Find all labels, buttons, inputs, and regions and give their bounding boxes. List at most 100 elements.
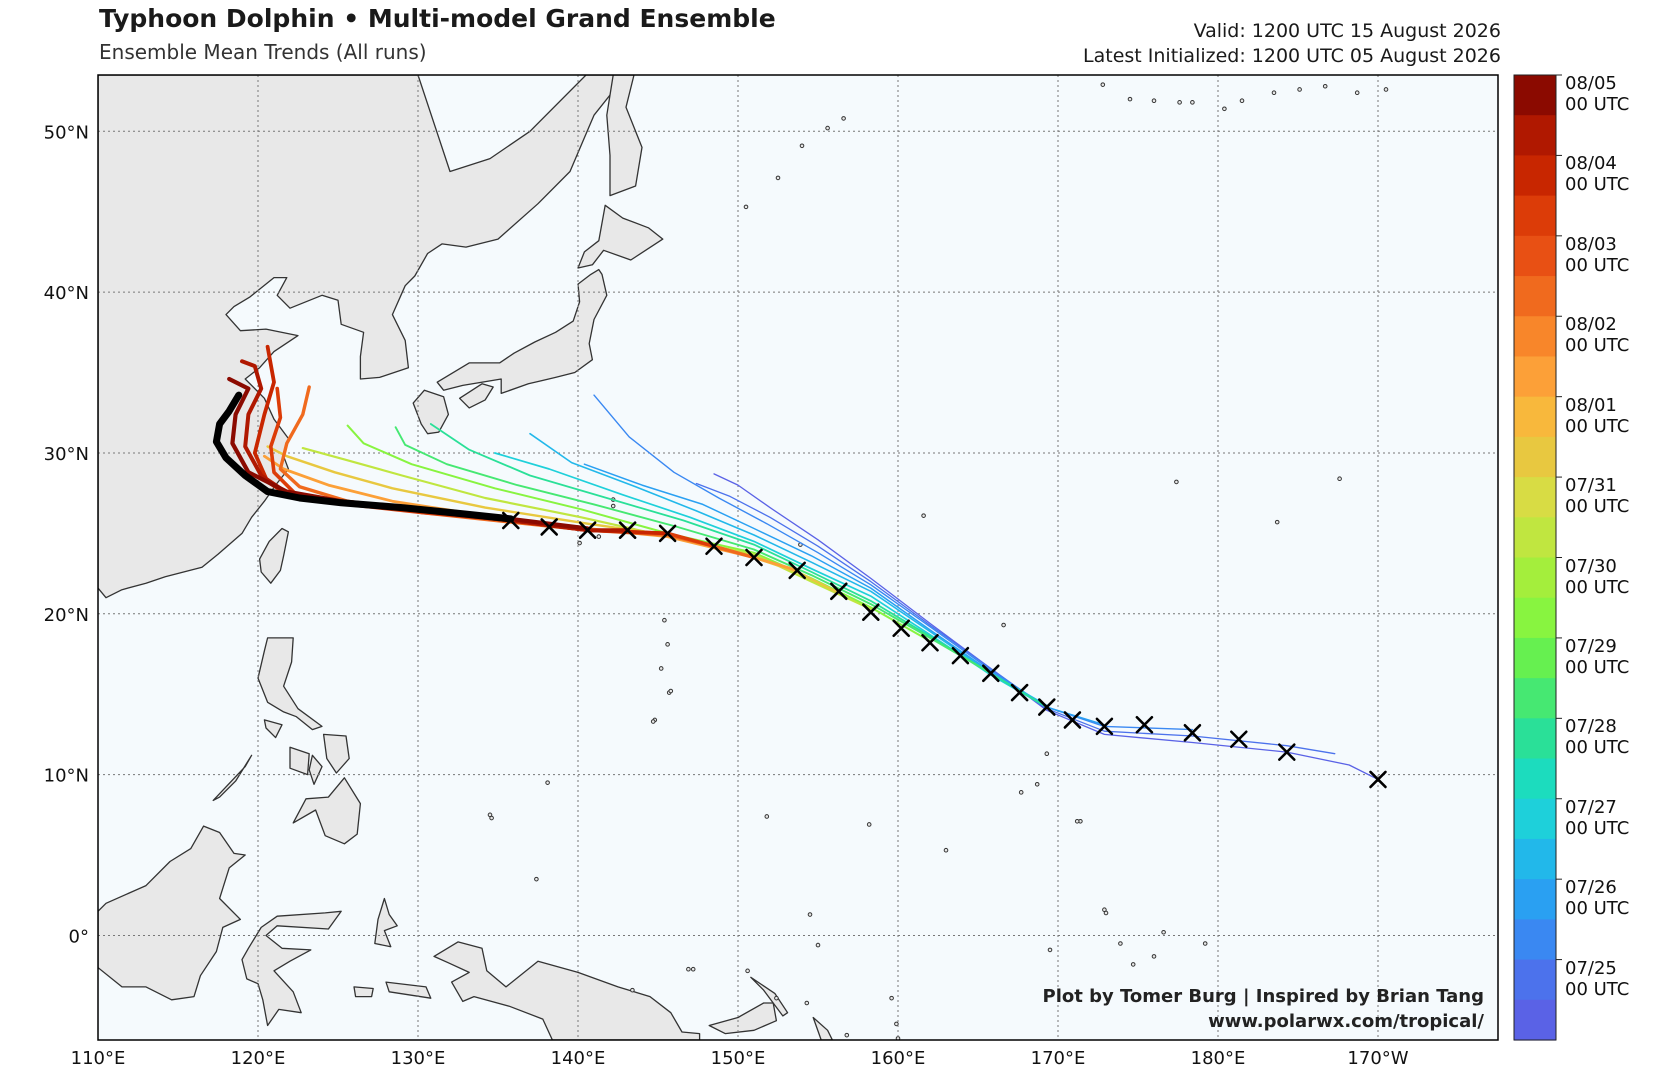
island <box>596 534 602 539</box>
latitude-tick-label: 0° <box>69 926 89 947</box>
colorbar-segment <box>1514 436 1556 478</box>
colorbar-segment <box>1514 316 1556 358</box>
gridlines <box>97 75 1498 1040</box>
island <box>1127 96 1133 102</box>
island <box>665 642 670 647</box>
island <box>1047 947 1053 953</box>
observed-position-marks <box>502 511 1387 789</box>
island <box>1222 106 1227 112</box>
longitude-tick-label: 150°E <box>711 1048 766 1068</box>
island <box>1001 622 1006 628</box>
colorbar-label-date: 08/05 <box>1565 73 1617 94</box>
land-halmahera <box>374 897 398 948</box>
observed-position-x <box>830 582 848 601</box>
latitude-tick-label: 30°N <box>44 444 89 465</box>
colorbar-segment <box>1514 75 1556 116</box>
longitude-tick-label: 120°E <box>231 1048 286 1068</box>
island <box>1100 82 1106 87</box>
colorbar-segment <box>1514 356 1556 398</box>
island <box>743 204 749 210</box>
island <box>1322 83 1328 89</box>
longitude-tick-label: 160°E <box>871 1048 926 1068</box>
land-bougainville <box>812 1016 834 1040</box>
island <box>844 1032 850 1038</box>
island <box>774 995 779 1001</box>
land-buru <box>353 986 374 998</box>
island <box>662 617 667 623</box>
observed-position-x <box>921 633 939 652</box>
island <box>668 688 674 694</box>
island <box>650 719 656 724</box>
colorbar-label: 07/27 00 UTC <box>1565 797 1629 839</box>
island <box>775 175 781 181</box>
colorbar-label-time: 00 UTC <box>1565 94 1630 115</box>
latitude-tick-label: 20°N <box>44 605 89 626</box>
island <box>807 912 813 917</box>
latest-run-track <box>212 391 515 523</box>
island <box>745 968 750 974</box>
colorbar-label: 08/02 00 UTC <box>1565 314 1629 356</box>
island <box>690 966 696 972</box>
colorbar-label: 07/26 00 UTC <box>1565 877 1629 919</box>
observed-position-x <box>1278 743 1296 761</box>
colorbar-label-date: 07/28 <box>1565 716 1617 738</box>
ensemble-tracks <box>212 344 1379 781</box>
observed-position-x <box>502 511 520 530</box>
latest-init-time: Latest Initialized: 1200 UTC 05 August 2… <box>1083 45 1501 67</box>
land-shikoku <box>458 383 494 409</box>
colorbar-label: 07/31 00 UTC <box>1565 475 1629 517</box>
observed-position-x <box>788 561 806 580</box>
island <box>1151 98 1157 104</box>
valid-time: Valid: 1200 UTC 15 August 2026 <box>1193 20 1501 42</box>
land-taiwan <box>258 527 290 584</box>
colorbar-label-time: 00 UTC <box>1565 898 1630 920</box>
island <box>534 876 539 882</box>
observed-position-x <box>540 518 558 536</box>
island <box>1337 476 1342 481</box>
colorbar-label-date: 08/02 <box>1565 314 1617 336</box>
colorbar-segment <box>1514 155 1556 197</box>
island <box>1383 87 1389 92</box>
island <box>577 540 582 546</box>
latitude-tick-label: 40°N <box>44 283 89 304</box>
colorbar-segment <box>1514 396 1556 438</box>
colorbar-label-date: 07/30 <box>1565 555 1617 577</box>
island <box>825 125 830 131</box>
observed-position-x <box>1230 730 1248 749</box>
latitude-tick-label: 10°N <box>44 766 89 787</box>
credit-line-author: Plot by Tomer Burg | Inspired by Brian T… <box>1042 986 1484 1007</box>
island <box>658 666 664 671</box>
land-visayas-c <box>308 754 323 785</box>
land-visayas-a <box>322 733 350 774</box>
colorbar-label: 07/28 00 UTC <box>1565 716 1629 758</box>
island <box>1044 751 1050 757</box>
colorbar-label-date: 08/03 <box>1565 233 1617 255</box>
colorbar-label-date: 07/27 <box>1565 796 1617 818</box>
observed-position-x <box>862 603 880 621</box>
observed-position-x <box>1183 724 1202 742</box>
colorbar-label-time: 00 UTC <box>1565 335 1630 357</box>
island <box>764 814 770 819</box>
colorbar-label-date: 07/29 <box>1565 635 1617 657</box>
observed-position-x <box>892 619 910 638</box>
chart-subtitle: Ensemble Mean Trends (All runs) <box>99 40 427 64</box>
island <box>630 987 635 993</box>
credit-line-url: www.polarwx.com/tropical/ <box>1208 1011 1484 1032</box>
island <box>1239 98 1245 104</box>
colorbar-segment <box>1514 557 1556 599</box>
island <box>1074 818 1080 824</box>
colorbar-label-time: 00 UTC <box>1565 817 1630 839</box>
island <box>1271 90 1277 95</box>
land-new-britain <box>708 1002 778 1035</box>
land-eurasia-mainland <box>98 75 627 599</box>
colorbar-segment <box>1514 115 1556 157</box>
colorbar-label-time: 00 UTC <box>1565 737 1630 759</box>
colorbar-label-time: 00 UTC <box>1565 496 1630 518</box>
land-new-ireland <box>750 976 789 1017</box>
colorbar-label: 08/03 00 UTC <box>1565 234 1629 276</box>
island <box>943 847 949 853</box>
ensemble-run-track <box>301 447 872 611</box>
colorbar-label-date: 07/26 <box>1565 877 1617 899</box>
island <box>1354 90 1360 95</box>
